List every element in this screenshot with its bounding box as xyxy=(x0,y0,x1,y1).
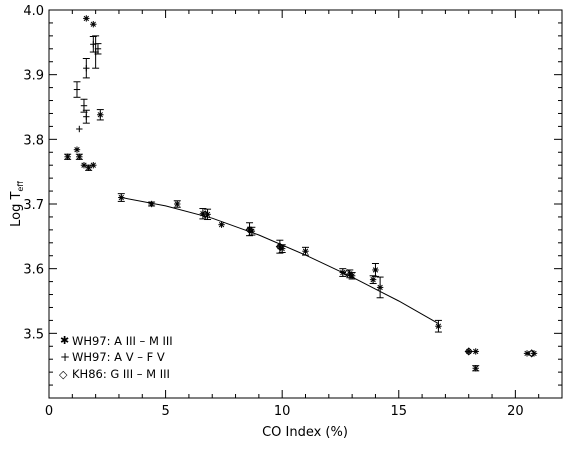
legend: ✱ WH97: A III – M III + WH97: A V – F V … xyxy=(59,334,173,381)
data-point-asterisk xyxy=(174,200,181,208)
x-tick-label: 20 xyxy=(507,404,524,419)
data-point-asterisk xyxy=(90,21,97,28)
data-point-diamond xyxy=(464,347,473,356)
data-point-diamond-shape xyxy=(343,269,352,278)
data-point-asterisk-stroke xyxy=(174,201,180,207)
data-point-asterisk-stroke xyxy=(83,15,89,22)
data-point-asterisk-stroke xyxy=(435,323,442,329)
legend-label-1: WH97: A III – M III xyxy=(72,334,173,348)
data-point-plus xyxy=(94,45,102,52)
data-point-asterisk-stroke xyxy=(64,154,71,160)
data-point-asterisk xyxy=(97,111,104,118)
data-point-asterisk-stroke xyxy=(218,222,225,228)
data-point-plus xyxy=(83,113,90,120)
legend-symbol-2: + xyxy=(60,350,70,364)
data-point-asterisk-stroke xyxy=(370,277,376,283)
data-point-asterisk-stroke xyxy=(340,269,346,276)
data-point-asterisk xyxy=(465,348,472,355)
data-point-asterisk-stroke xyxy=(279,245,285,252)
data-point-asterisk xyxy=(472,348,479,355)
data-point-diamond xyxy=(275,242,284,251)
data-point-asterisk-stroke xyxy=(524,350,530,357)
data-point-asterisk xyxy=(73,146,81,153)
data-point-asterisk-stroke xyxy=(76,154,82,160)
data-point-plus xyxy=(80,102,88,109)
fit-curve-group xyxy=(121,197,439,325)
axis-ticks xyxy=(48,9,563,398)
data-point-diamond xyxy=(343,269,352,278)
fit-curve xyxy=(121,197,439,325)
y-tick-label: 3.9 xyxy=(23,69,44,84)
data-point-diamond-shape xyxy=(201,210,210,219)
data-point-asterisk-stroke xyxy=(90,21,96,27)
data-point-asterisk-stroke xyxy=(349,273,355,279)
data-point-diamond-shape xyxy=(245,225,254,234)
data-point-asterisk-stroke xyxy=(372,267,379,273)
data-point-asterisk xyxy=(118,194,125,201)
y-tick-label: 3.8 xyxy=(23,133,44,148)
data-point-asterisk-stroke xyxy=(118,194,124,201)
legend-label-3: KH86: G III – M III xyxy=(72,367,170,381)
y-tick-label: 4.0 xyxy=(23,4,44,19)
data-point-asterisk xyxy=(369,276,377,283)
data-point-diamond-shape xyxy=(527,349,536,358)
data-point-asterisk xyxy=(148,200,155,208)
data-point-asterisk xyxy=(83,15,90,22)
data-point-plus xyxy=(73,86,81,93)
y-tick-label: 3.5 xyxy=(23,327,44,342)
data-point-asterisk-stroke xyxy=(85,165,92,171)
data-point-diamond xyxy=(201,210,210,219)
x-tick-label: 10 xyxy=(274,404,291,419)
y-axis-title-sub: eff xyxy=(16,181,25,192)
data-point-asterisk xyxy=(530,350,538,357)
data-point-asterisk xyxy=(523,350,531,357)
data-point-diamond xyxy=(245,225,254,234)
data-point-asterisk xyxy=(278,245,286,252)
data-point-diamond-shape xyxy=(464,347,473,356)
data-point-asterisk-stroke xyxy=(148,201,155,207)
y-axis-title: Log Teff xyxy=(9,181,25,227)
y-tick-label: 3.7 xyxy=(23,198,44,213)
legend-symbol-1: ✱ xyxy=(60,334,69,347)
data-point-asterisk xyxy=(76,153,83,160)
y-tick-label: 3.6 xyxy=(23,263,44,278)
data-point-diamond xyxy=(527,349,536,358)
x-tick-label: 15 xyxy=(390,404,407,419)
data-point-asterisk xyxy=(376,284,384,291)
data-point-asterisk-stroke xyxy=(81,162,87,168)
data-point-asterisk-stroke xyxy=(204,211,211,218)
axis-tick-labels: 0 5 10 15 20 3.5 3.6 3.7 3.8 3.9 4.0 xyxy=(23,4,523,419)
data-point-asterisk-stroke xyxy=(377,284,383,291)
data-point-asterisk-stroke xyxy=(473,348,479,355)
data-point-plus xyxy=(83,65,90,72)
data-point-asterisk-stroke xyxy=(473,365,479,371)
data-point-asterisk xyxy=(435,323,442,330)
data-point-asterisk xyxy=(472,365,479,372)
data-point-asterisk xyxy=(372,266,379,274)
legend-symbol-3: ◇ xyxy=(59,368,68,381)
x-tick-label: 5 xyxy=(161,404,169,419)
data-point-asterisk xyxy=(218,221,225,228)
data-point-asterisk-stroke xyxy=(531,350,537,357)
data-point-asterisk xyxy=(204,211,211,218)
legend-label-2: WH97: A V – F V xyxy=(72,350,165,364)
y-axis-title-main: Log T xyxy=(9,192,24,227)
x-tick-label: 0 xyxy=(45,404,53,419)
data-point-diamond-shape xyxy=(275,242,284,251)
data-point-plus xyxy=(76,125,83,133)
data-point-asterisk xyxy=(348,272,356,279)
data-point-asterisk xyxy=(302,248,309,255)
data-point-asterisk-stroke xyxy=(74,147,80,153)
data-points-group xyxy=(64,15,538,372)
data-point-asterisk-stroke xyxy=(90,162,96,168)
data-point-asterisk xyxy=(64,153,71,160)
data-point-asterisk-stroke xyxy=(302,248,309,254)
data-point-asterisk-stroke xyxy=(97,112,103,118)
data-point-asterisk xyxy=(80,162,88,169)
data-point-asterisk xyxy=(85,164,92,171)
x-axis-title: CO Index (%) xyxy=(262,425,348,440)
